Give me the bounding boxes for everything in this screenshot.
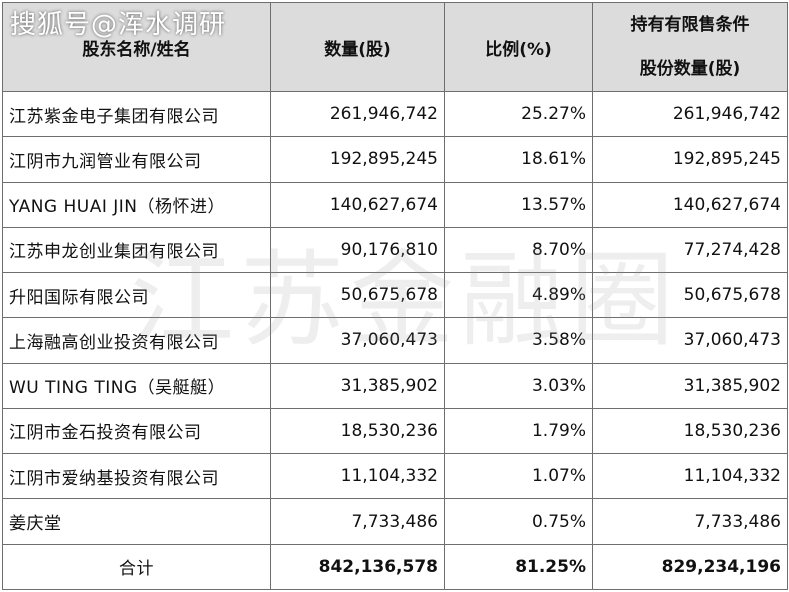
table-row: 升阳国际有限公司 50,675,678 4.89% 50,675,678	[2, 272, 788, 319]
restricted-share-count: 7,733,486	[592, 498, 788, 545]
table-row: 姜庆堂 7,733,486 0.75% 7,733,486	[2, 498, 788, 545]
total-ratio: 81.25%	[444, 543, 593, 591]
total-shares: 842,136,578	[270, 543, 445, 591]
share-count: 31,385,902	[270, 362, 445, 409]
share-ratio: 18.61%	[444, 136, 593, 183]
shareholder-name: YANG HUAI JIN（杨怀进）	[2, 181, 271, 228]
shareholder-name: 升阳国际有限公司	[2, 272, 271, 319]
restricted-share-count: 31,385,902	[592, 362, 788, 409]
header-shares: 数量(股)	[270, 2, 445, 92]
share-count: 261,946,742	[270, 90, 445, 138]
restricted-share-count: 18,530,236	[592, 407, 788, 455]
shareholder-name: WU TING TING（吴艇艇）	[2, 362, 271, 409]
shareholder-name: 姜庆堂	[2, 498, 271, 545]
share-ratio: 0.75%	[444, 498, 593, 545]
table-row: 上海融高创业投资有限公司 37,060,473 3.58% 37,060,473	[2, 317, 788, 364]
shareholder-name: 江阴市金石投资有限公司	[2, 407, 271, 455]
table-row: 江苏紫金电子集团有限公司 261,946,742 25.27% 261,946,…	[2, 90, 788, 138]
share-count: 50,675,678	[270, 272, 445, 319]
share-count: 90,176,810	[270, 226, 445, 274]
table-row: 江阴市九润管业有限公司 192,895,245 18.61% 192,895,2…	[2, 136, 788, 183]
share-ratio: 3.58%	[444, 317, 593, 364]
share-ratio: 3.03%	[444, 362, 593, 409]
restricted-share-count: 261,946,742	[592, 90, 788, 138]
share-ratio: 4.89%	[444, 272, 593, 319]
share-count: 18,530,236	[270, 407, 445, 455]
share-count: 140,627,674	[270, 181, 445, 228]
restricted-share-count: 192,895,245	[592, 136, 788, 183]
share-count: 37,060,473	[270, 317, 445, 364]
header-ratio: 比例(%)	[444, 2, 593, 92]
table-row: 江苏申龙创业集团有限公司 90,176,810 8.70% 77,274,428	[2, 226, 788, 274]
shareholder-name: 江苏紫金电子集团有限公司	[2, 90, 271, 138]
total-restricted-shares: 829,234,196	[592, 543, 788, 591]
share-count: 7,733,486	[270, 498, 445, 545]
share-ratio: 1.07%	[444, 453, 593, 500]
header-restricted-line1: 持有有限售条件	[630, 15, 750, 35]
total-label: 合计	[2, 543, 271, 591]
share-count: 192,895,245	[270, 136, 445, 183]
table-row: 江阴市爱纳基投资有限公司 11,104,332 1.07% 11,104,332	[2, 453, 788, 500]
shareholder-name: 上海融高创业投资有限公司	[2, 317, 271, 364]
shareholder-name: 江阴市九润管业有限公司	[2, 136, 271, 183]
header-restricted-shares: 持有有限售条件 股份数量(股)	[592, 2, 788, 92]
restricted-share-count: 140,627,674	[592, 181, 788, 228]
table-row: WU TING TING（吴艇艇） 31,385,902 3.03% 31,38…	[2, 362, 788, 409]
shareholder-name: 江苏申龙创业集团有限公司	[2, 226, 271, 274]
share-ratio: 8.70%	[444, 226, 593, 274]
source-watermark: 搜狐号@浑水调研	[10, 10, 227, 40]
share-ratio: 1.79%	[444, 407, 593, 455]
share-count: 11,104,332	[270, 453, 445, 500]
restricted-share-count: 50,675,678	[592, 272, 788, 319]
total-row: 合计 842,136,578 81.25% 829,234,196	[2, 543, 788, 591]
restricted-share-count: 11,104,332	[592, 453, 788, 500]
table-row: YANG HUAI JIN（杨怀进） 140,627,674 13.57% 14…	[2, 181, 788, 228]
share-ratio: 13.57%	[444, 181, 593, 228]
table-header-row: 股东名称/姓名 数量(股) 比例(%) 持有有限售条件 股份数量(股)	[2, 2, 788, 92]
header-restricted-line2: 股份数量(股)	[639, 59, 741, 79]
table-row: 江阴市金石投资有限公司 18,530,236 1.79% 18,530,236	[2, 407, 788, 455]
restricted-share-count: 37,060,473	[592, 317, 788, 364]
restricted-share-count: 77,274,428	[592, 226, 788, 274]
shareholder-name: 江阴市爱纳基投资有限公司	[2, 453, 271, 500]
share-ratio: 25.27%	[444, 90, 593, 138]
header-name: 股东名称/姓名	[2, 2, 271, 92]
